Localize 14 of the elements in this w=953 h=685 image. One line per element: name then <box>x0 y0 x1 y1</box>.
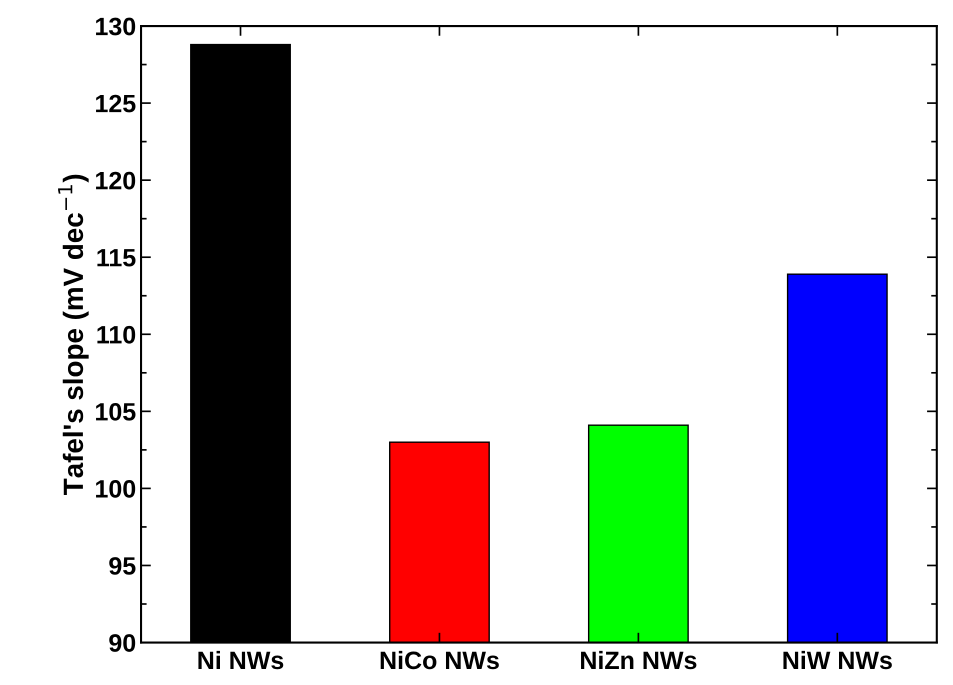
y-tick-label: 110 <box>97 326 136 344</box>
x-tick-label: Ni NWs <box>198 650 284 670</box>
y-tick-label: 95 <box>109 557 136 575</box>
y-axis-title: Tafel's slope (mV dec$^{−1}$) <box>58 174 89 495</box>
y-tick-label: 90 <box>109 634 136 652</box>
y-tick-label: 120 <box>96 172 136 190</box>
y-tick-label: 125 <box>96 94 136 112</box>
y-tick-label: 115 <box>97 249 136 267</box>
y-tick-label: 105 <box>96 402 136 421</box>
x-tick-label: NiZn NWs <box>581 650 696 670</box>
y-tick-label: 130 <box>96 18 136 36</box>
y-tick-label: 100 <box>96 480 136 498</box>
x-tick-label: NiW NWs <box>783 650 892 670</box>
x-tick-label: NiCo NWs <box>380 650 499 670</box>
